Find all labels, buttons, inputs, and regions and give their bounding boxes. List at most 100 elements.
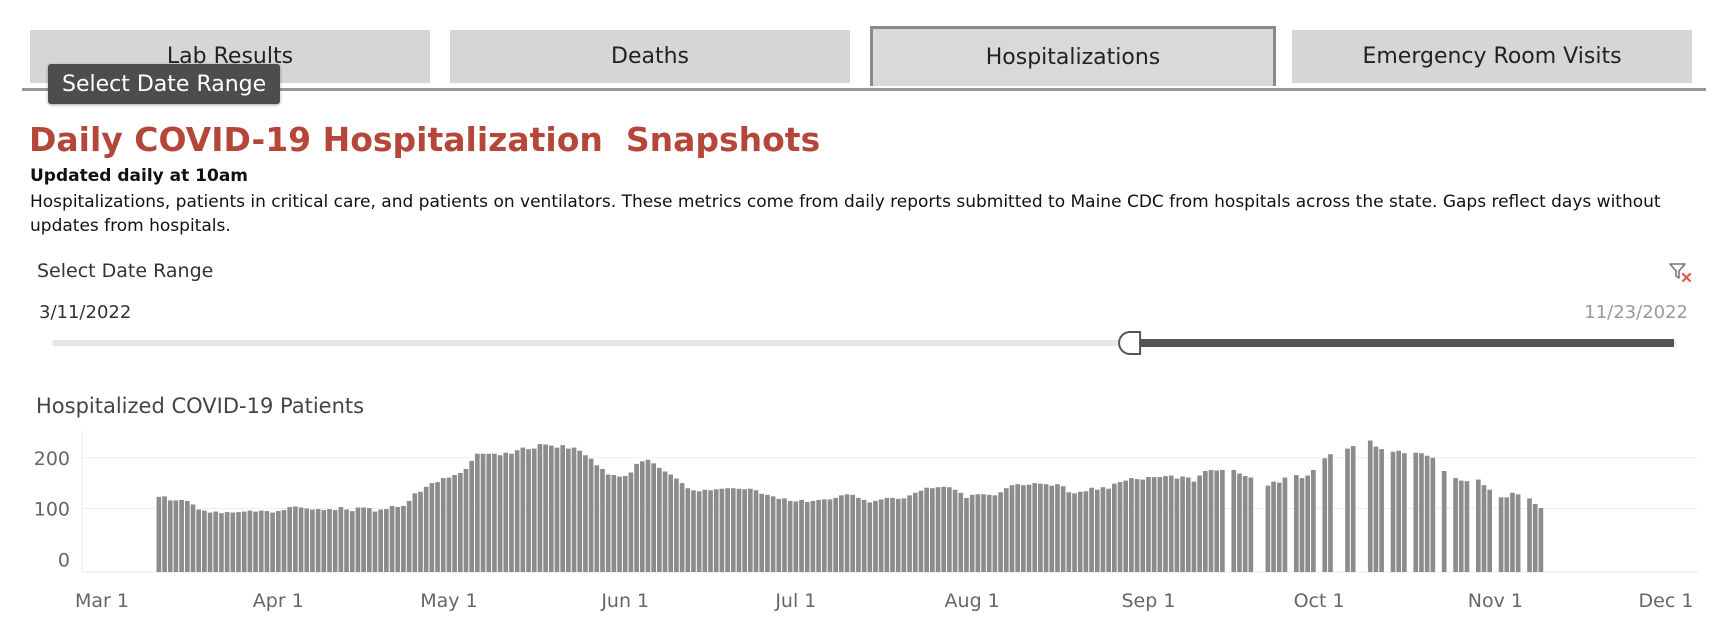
bar[interactable] <box>344 509 349 572</box>
bar[interactable] <box>1038 483 1043 572</box>
bar[interactable] <box>611 475 617 572</box>
bar[interactable] <box>691 490 696 572</box>
bar[interactable] <box>975 494 981 572</box>
bar[interactable] <box>179 499 184 572</box>
bar[interactable] <box>190 504 196 572</box>
bar[interactable] <box>412 493 418 572</box>
bar[interactable] <box>753 490 759 572</box>
bar[interactable] <box>1072 493 1077 572</box>
bar[interactable] <box>765 494 770 572</box>
bar[interactable] <box>349 511 355 572</box>
bar[interactable] <box>969 494 975 572</box>
bar[interactable] <box>1498 497 1504 572</box>
bar[interactable] <box>668 474 674 572</box>
bar[interactable] <box>964 497 969 572</box>
bar[interactable] <box>577 450 583 572</box>
bar[interactable] <box>1140 479 1146 572</box>
bar[interactable] <box>207 512 213 572</box>
bar[interactable] <box>384 509 389 572</box>
bar[interactable] <box>1055 484 1060 572</box>
bar[interactable] <box>275 511 281 572</box>
bar[interactable] <box>1129 478 1134 572</box>
bar[interactable] <box>804 501 810 572</box>
bar[interactable] <box>1043 484 1049 572</box>
bar[interactable] <box>452 475 457 572</box>
bar[interactable] <box>1271 481 1276 572</box>
bar[interactable] <box>639 461 645 572</box>
bar[interactable] <box>1185 477 1191 572</box>
bar[interactable] <box>1066 492 1072 572</box>
bar[interactable] <box>918 490 924 572</box>
bar[interactable] <box>560 445 565 572</box>
bar[interactable] <box>1112 483 1117 572</box>
bar[interactable] <box>1009 485 1015 572</box>
bar[interactable] <box>571 447 577 572</box>
bar[interactable] <box>685 488 691 572</box>
bar[interactable] <box>782 498 787 572</box>
bar[interactable] <box>196 509 202 572</box>
bar[interactable] <box>1083 491 1089 572</box>
bar[interactable] <box>258 510 264 572</box>
bar[interactable] <box>1532 503 1538 572</box>
bar[interactable] <box>162 496 167 572</box>
bar[interactable] <box>355 507 361 572</box>
bar[interactable] <box>719 488 725 572</box>
bar[interactable] <box>219 513 224 572</box>
bar[interactable] <box>1299 478 1305 572</box>
tab-deaths[interactable]: Deaths <box>450 30 850 83</box>
bar[interactable] <box>1168 475 1174 572</box>
bar[interactable] <box>1504 497 1510 572</box>
bar[interactable] <box>759 493 765 572</box>
bar[interactable] <box>401 506 406 572</box>
bar[interactable] <box>1094 489 1100 572</box>
bar[interactable] <box>1424 455 1430 572</box>
bar[interactable] <box>395 507 401 572</box>
bar[interactable] <box>156 496 162 572</box>
bar[interactable] <box>497 455 503 572</box>
bar[interactable] <box>435 482 440 572</box>
bar[interactable] <box>1197 475 1202 572</box>
tab-emergency-room-visits[interactable]: Emergency Room Visits <box>1292 30 1692 83</box>
bar[interactable] <box>1464 481 1470 572</box>
bar[interactable] <box>236 512 241 572</box>
bar[interactable] <box>1481 485 1487 572</box>
bar[interactable] <box>378 509 383 572</box>
bar[interactable] <box>1510 492 1515 572</box>
bar[interactable] <box>253 511 258 572</box>
bar[interactable] <box>935 487 941 572</box>
bar[interactable] <box>1237 473 1242 572</box>
bar[interactable] <box>873 500 878 572</box>
bar[interactable] <box>463 468 469 572</box>
bar[interactable] <box>1475 479 1481 572</box>
bar[interactable] <box>1208 469 1214 572</box>
bar[interactable] <box>224 512 230 572</box>
bar[interactable] <box>827 499 833 572</box>
bar[interactable] <box>202 510 207 572</box>
bar[interactable] <box>537 444 543 572</box>
clear-filter-icon[interactable] <box>1668 261 1692 283</box>
bar[interactable] <box>1123 480 1129 572</box>
bar[interactable] <box>600 468 605 572</box>
bar[interactable] <box>338 507 344 572</box>
date-range-end[interactable]: 11/23/2022 <box>1584 302 1688 323</box>
bar[interactable] <box>839 495 844 572</box>
bar[interactable] <box>696 491 702 572</box>
bar[interactable] <box>486 453 492 572</box>
bar[interactable] <box>1157 477 1163 572</box>
bar[interactable] <box>708 490 713 572</box>
bar[interactable] <box>1390 451 1396 572</box>
bar[interactable] <box>1305 475 1311 572</box>
bar[interactable] <box>1049 485 1055 572</box>
bar[interactable] <box>332 510 338 572</box>
bar[interactable] <box>566 448 571 572</box>
bar[interactable] <box>526 449 531 572</box>
bar[interactable] <box>867 502 873 572</box>
bar[interactable] <box>514 450 520 572</box>
bar[interactable] <box>1538 508 1544 572</box>
bar[interactable] <box>998 492 1003 572</box>
bar[interactable] <box>304 508 310 572</box>
bar[interactable] <box>1265 485 1271 572</box>
bar[interactable] <box>457 473 463 572</box>
bar[interactable] <box>1328 454 1333 572</box>
bar[interactable] <box>440 478 446 572</box>
